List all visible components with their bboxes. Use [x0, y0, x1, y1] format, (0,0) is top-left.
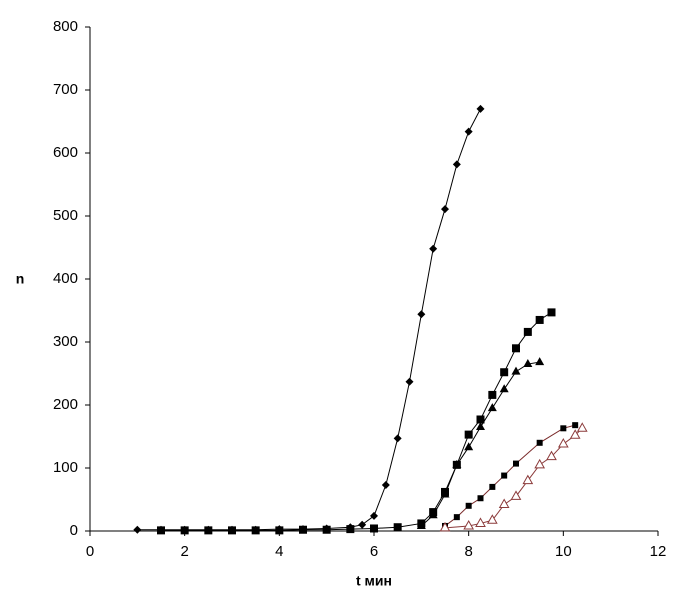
- series-line: [444, 424, 576, 527]
- marker: [476, 415, 485, 424]
- x-tick-label: 8: [464, 543, 472, 560]
- marker: [465, 502, 472, 509]
- marker: [513, 460, 519, 467]
- y-tick-label: 0: [70, 522, 78, 539]
- marker: [228, 526, 236, 535]
- marker: [487, 403, 497, 412]
- marker: [511, 366, 521, 375]
- marker: [346, 525, 355, 534]
- marker: [452, 160, 461, 169]
- marker: [547, 308, 556, 317]
- marker: [441, 205, 449, 214]
- marker: [416, 520, 426, 529]
- marker: [576, 422, 588, 432]
- x-tick-label: 4: [275, 543, 283, 560]
- y-tick-label: 300: [53, 333, 78, 350]
- marker: [522, 474, 534, 485]
- marker: [180, 526, 189, 535]
- y-tick-label: 500: [53, 207, 78, 224]
- marker: [536, 439, 543, 446]
- marker: [405, 377, 414, 386]
- marker: [133, 525, 142, 534]
- marker: [498, 498, 510, 509]
- marker: [500, 368, 509, 377]
- marker: [393, 434, 402, 443]
- marker: [477, 495, 484, 502]
- x-tick-label: 10: [555, 543, 572, 560]
- marker: [569, 429, 581, 439]
- marker: [534, 458, 546, 469]
- marker: [440, 489, 450, 498]
- marker: [486, 514, 498, 524]
- x-tick-label: 0: [86, 543, 94, 560]
- marker: [453, 514, 460, 521]
- marker: [475, 517, 486, 527]
- x-axis-label: t мин: [356, 573, 392, 589]
- marker: [463, 519, 475, 530]
- marker: [546, 450, 557, 461]
- y-tick-label: 200: [53, 396, 78, 413]
- marker: [560, 425, 567, 432]
- marker: [512, 344, 520, 353]
- marker: [535, 315, 544, 324]
- y-tick-label: 100: [53, 459, 78, 476]
- marker: [299, 525, 307, 534]
- marker: [157, 526, 165, 535]
- marker: [488, 390, 497, 399]
- marker: [523, 359, 533, 368]
- marker: [464, 442, 474, 451]
- marker: [464, 127, 473, 136]
- marker: [476, 104, 485, 113]
- marker: [275, 526, 284, 535]
- marker: [381, 481, 390, 490]
- marker: [204, 526, 213, 535]
- marker: [370, 524, 378, 533]
- y-tick-label: 600: [53, 144, 78, 161]
- marker: [557, 438, 569, 448]
- marker: [322, 525, 331, 534]
- marker: [251, 526, 260, 535]
- marker: [358, 520, 367, 529]
- marker: [510, 490, 522, 500]
- marker: [535, 357, 545, 366]
- marker: [370, 511, 378, 520]
- marker: [499, 384, 509, 393]
- marker: [429, 244, 438, 253]
- x-tick-label: 12: [650, 543, 667, 560]
- marker: [439, 521, 451, 532]
- marker: [428, 510, 438, 519]
- y-tick-label: 800: [53, 18, 78, 35]
- marker: [523, 327, 532, 336]
- series-line: [137, 108, 481, 531]
- marker: [476, 422, 485, 431]
- x-tick-label: 2: [180, 543, 188, 560]
- marker: [464, 430, 473, 439]
- marker: [393, 523, 402, 532]
- marker: [452, 459, 462, 468]
- y-tick-label: 400: [53, 270, 78, 287]
- series-line: [161, 311, 552, 531]
- x-tick-label: 6: [370, 543, 378, 560]
- y-tick-label: 700: [53, 81, 78, 98]
- marker: [501, 472, 508, 479]
- marker: [417, 310, 426, 319]
- marker: [489, 483, 496, 490]
- y-axis-label: n: [16, 271, 25, 287]
- marker: [572, 422, 579, 429]
